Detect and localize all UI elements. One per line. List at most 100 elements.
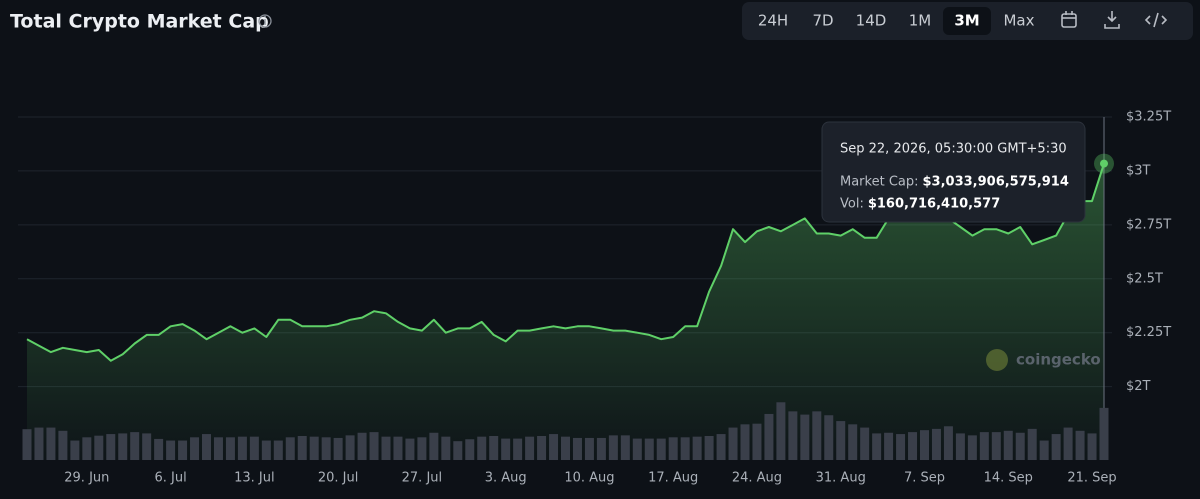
- volume-bar: [237, 436, 247, 460]
- x-tick-label: 31. Aug: [816, 471, 866, 486]
- y-tick-label: $2.5T: [1126, 271, 1163, 286]
- x-tick-label: 21. Sep: [1067, 471, 1116, 486]
- volume-bar: [716, 434, 726, 460]
- x-tick-label: 29. Jun: [64, 471, 109, 486]
- volume-bar: [393, 436, 403, 460]
- tooltip-label: Vol:: [840, 197, 864, 212]
- tooltip-label: Market Cap:: [840, 175, 919, 190]
- volume-bar: [118, 433, 128, 460]
- volume-bar: [908, 432, 918, 460]
- volume-bar: [202, 434, 211, 460]
- range-button[interactable]: 7D: [812, 12, 833, 30]
- volume-bar: [728, 427, 738, 460]
- volume-bar: [381, 436, 391, 460]
- x-tick-label: 3. Aug: [485, 471, 527, 486]
- y-tick-label: $3T: [1126, 163, 1151, 178]
- volume-bar: [537, 436, 547, 460]
- volume-bar: [369, 432, 379, 460]
- range-button[interactable]: 1M: [909, 12, 932, 30]
- volume-bar: [549, 434, 559, 460]
- volume-bar: [1075, 430, 1085, 460]
- calendar-button[interactable]: [1061, 11, 1077, 28]
- volume-bar: [884, 432, 894, 460]
- range-button[interactable]: Max: [1003, 12, 1034, 30]
- download-button[interactable]: [1104, 11, 1120, 29]
- watermark: coingecko: [1016, 351, 1101, 369]
- range-button[interactable]: 24H: [758, 12, 788, 30]
- volume-bar: [46, 427, 56, 460]
- volume-bar: [632, 438, 642, 460]
- tooltip-date: Sep 22, 2026, 05:30:00 GMT+5:30: [840, 142, 1067, 157]
- volume-bar: [596, 437, 606, 460]
- volume-bar: [70, 440, 80, 460]
- volume-bar: [465, 439, 475, 460]
- volume-bar: [213, 437, 223, 460]
- volume-bar: [644, 438, 654, 460]
- x-tick-label: 7. Sep: [904, 471, 945, 486]
- x-tick-label: 6. Jul: [154, 471, 186, 486]
- hover-dot: [1100, 159, 1108, 168]
- volume-bar: [333, 437, 343, 460]
- volume-bar: [764, 413, 774, 460]
- volume-bar: [561, 436, 570, 460]
- volume-bar: [34, 427, 44, 460]
- volume-bar: [166, 440, 176, 460]
- x-tick-label: 20. Jul: [318, 471, 359, 486]
- volume-bar: [1051, 434, 1061, 460]
- x-tick-label: 24. Aug: [732, 471, 782, 486]
- volume-bar: [920, 430, 929, 460]
- volume-bar: [1063, 427, 1073, 460]
- volume-bar: [142, 433, 152, 460]
- volume-bar: [285, 437, 295, 460]
- volume-bar: [788, 411, 798, 460]
- volume-bar: [94, 435, 104, 460]
- volume-bar: [896, 434, 906, 460]
- y-tick-label: $2T: [1126, 379, 1151, 394]
- y-tick-label: $2.75T: [1126, 217, 1171, 232]
- volume-bar: [872, 433, 882, 460]
- volume-bar: [429, 432, 439, 460]
- volume-bar: [1003, 430, 1013, 460]
- x-tick-label: 13. Jul: [234, 471, 275, 486]
- y-tick-label: $3.25T: [1126, 110, 1171, 125]
- range-button-active[interactable]: [943, 7, 991, 35]
- x-tick-label: 14. Sep: [984, 471, 1033, 486]
- volume-bar: [572, 437, 582, 460]
- volume-bar: [82, 437, 92, 460]
- watermark-logo: [986, 349, 1008, 371]
- volume-bar: [620, 435, 630, 460]
- volume-bar: [812, 411, 822, 460]
- volume-bar: [489, 436, 499, 460]
- volume-bar: [453, 441, 463, 460]
- x-tick-label: 17. Aug: [648, 471, 698, 486]
- volume-bar: [668, 437, 678, 460]
- chart-title: Total Crypto Market Cap: [10, 11, 269, 33]
- volume-bar: [704, 436, 714, 460]
- volume-bar: [584, 437, 594, 460]
- volume-bar: [1015, 432, 1025, 460]
- volume-bar: [848, 424, 858, 460]
- range-button[interactable]: 14D: [856, 12, 887, 30]
- volume-bar: [967, 435, 977, 460]
- tooltip-box: [821, 121, 1086, 223]
- range-button[interactable]: 3M: [954, 12, 979, 30]
- volume-bar: [345, 435, 355, 460]
- volume-bar: [106, 434, 116, 460]
- volume-bar: [824, 415, 834, 460]
- volume-bar: [955, 433, 965, 460]
- volume-bar: [931, 428, 941, 460]
- volume-bar: [321, 437, 331, 460]
- tooltip-value: $3,033,906,575,914: [923, 175, 1069, 190]
- volume-bar: [417, 437, 427, 460]
- volume-bar: [22, 429, 32, 460]
- volume-bar: [656, 438, 666, 460]
- area-fill: [27, 163, 1104, 460]
- volume-bar: [477, 436, 487, 460]
- volume-bar: [225, 437, 235, 460]
- volume-bar: [836, 421, 846, 460]
- embed-button[interactable]: [1144, 12, 1168, 28]
- volume-bar: [692, 436, 702, 460]
- info-icon[interactable]: [258, 14, 272, 28]
